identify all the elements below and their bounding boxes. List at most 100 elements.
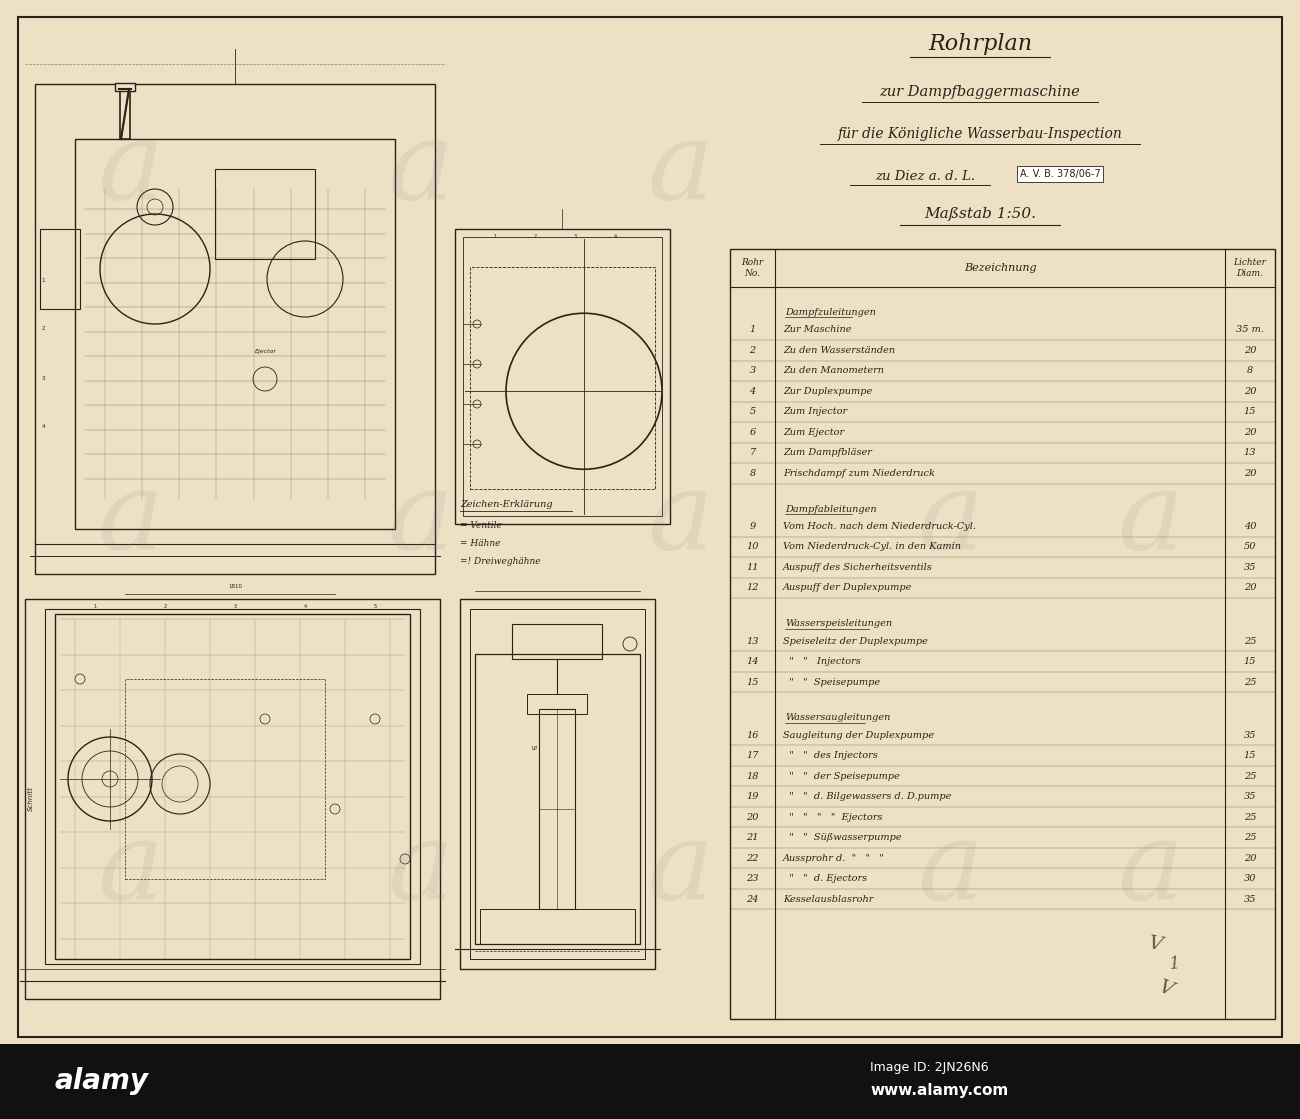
Text: 12: 12 <box>746 583 759 592</box>
Bar <box>214 169 315 258</box>
Text: 4: 4 <box>303 604 307 609</box>
Text: Maßstab 1:50.: Maßstab 1:50. <box>924 207 1036 220</box>
Text: 4: 4 <box>614 234 616 239</box>
Text: a: a <box>387 115 454 223</box>
Text: 15: 15 <box>1244 407 1256 416</box>
Text: Zum Ejector: Zum Ejector <box>783 427 844 436</box>
Text: 1: 1 <box>749 326 755 335</box>
Bar <box>125 679 325 880</box>
Text: 1810: 1810 <box>227 584 242 589</box>
Text: Ejector: Ejector <box>255 349 277 354</box>
Text: 25: 25 <box>1244 772 1256 781</box>
Text: A. V. B. 378/06-7: A. V. B. 378/06-7 <box>1019 169 1100 179</box>
Text: Bezeichnung: Bezeichnung <box>963 263 1036 273</box>
Text: 35: 35 <box>1244 563 1256 572</box>
Text: Aussprohr d.  "   "   ": Aussprohr d. " " " <box>783 854 885 863</box>
Text: "   "   Injectors: " " Injectors <box>783 657 861 666</box>
Text: a: a <box>98 816 162 923</box>
Text: 2: 2 <box>42 327 44 331</box>
Bar <box>25 599 439 999</box>
Bar <box>540 709 575 909</box>
Bar <box>455 229 670 524</box>
Text: 3: 3 <box>573 234 577 239</box>
Bar <box>40 229 81 309</box>
Text: V: V <box>1156 978 1175 1000</box>
Text: 13: 13 <box>746 637 759 646</box>
Text: 20: 20 <box>1244 583 1256 592</box>
Bar <box>512 624 602 659</box>
Text: a: a <box>387 466 454 573</box>
Text: 25: 25 <box>1244 637 1256 646</box>
Text: 7: 7 <box>749 449 755 458</box>
Text: a: a <box>387 816 454 923</box>
Text: 4: 4 <box>749 387 755 396</box>
Text: Dampfzuleitungen: Dampfzuleitungen <box>785 308 876 317</box>
Text: 22: 22 <box>746 854 759 863</box>
Text: 50: 50 <box>1244 543 1256 552</box>
Text: =! Dreiweghähne: =! Dreiweghähne <box>460 557 541 566</box>
Text: V: V <box>1147 934 1164 955</box>
Text: "   "   "   "  Ejectors: " " " " Ejectors <box>783 812 883 821</box>
Text: 11: 11 <box>746 563 759 572</box>
Text: 21: 21 <box>746 834 759 843</box>
Text: 2: 2 <box>164 604 166 609</box>
Bar <box>480 909 634 944</box>
Text: 25: 25 <box>1244 812 1256 821</box>
Text: 2: 2 <box>533 234 537 239</box>
Text: Dampfableitungen: Dampfableitungen <box>785 505 876 514</box>
Text: Rohrplan: Rohrplan <box>928 32 1032 55</box>
Text: 24: 24 <box>746 895 759 904</box>
Text: "   "  des Injectors: " " des Injectors <box>783 751 878 760</box>
Text: 35 m.: 35 m. <box>1236 326 1264 335</box>
Text: 6: 6 <box>749 427 755 436</box>
Text: Auspuff des Sicherheitsventils: Auspuff des Sicherheitsventils <box>783 563 933 572</box>
Text: Saugleitung der Duplexpumpe: Saugleitung der Duplexpumpe <box>783 731 933 740</box>
Text: Zu den Wasserständen: Zu den Wasserständen <box>783 346 896 355</box>
Bar <box>460 599 655 969</box>
Text: Schnitt: Schnitt <box>29 787 34 811</box>
Bar <box>0 1044 1300 1119</box>
Text: 15: 15 <box>746 677 759 687</box>
Bar <box>526 694 588 714</box>
Text: a: a <box>647 115 714 223</box>
Bar <box>46 609 420 963</box>
Text: 3: 3 <box>42 376 44 380</box>
Bar <box>474 653 640 944</box>
Text: Rohr
No.: Rohr No. <box>741 258 763 278</box>
Text: Vom Niederdruck-Cyl. in den Kamin: Vom Niederdruck-Cyl. in den Kamin <box>783 543 961 552</box>
Bar <box>114 83 135 91</box>
Text: 35: 35 <box>1244 731 1256 740</box>
Bar <box>120 84 130 139</box>
Bar <box>55 614 410 959</box>
Bar <box>35 84 436 574</box>
Text: a: a <box>1117 816 1183 923</box>
Text: 35: 35 <box>1244 792 1256 801</box>
Text: 18: 18 <box>746 772 759 781</box>
Text: Frischdampf zum Niederdruck: Frischdampf zum Niederdruck <box>783 469 935 478</box>
Text: 14: 14 <box>746 657 759 666</box>
Text: 40: 40 <box>1244 521 1256 530</box>
Bar <box>75 139 395 529</box>
Text: Zeichen-Erklärung: Zeichen-Erklärung <box>460 500 552 509</box>
Text: a: a <box>647 816 714 923</box>
Text: Lichter
Diam.: Lichter Diam. <box>1234 258 1266 278</box>
Text: 4: 4 <box>42 424 44 430</box>
Text: 13: 13 <box>1244 449 1256 458</box>
Text: alamy: alamy <box>55 1068 150 1096</box>
Text: a: a <box>98 115 162 223</box>
Text: 20: 20 <box>1244 427 1256 436</box>
Text: a: a <box>1117 466 1183 573</box>
Text: 3: 3 <box>749 366 755 375</box>
Text: Zum Injector: Zum Injector <box>783 407 848 416</box>
Text: 8: 8 <box>1247 366 1253 375</box>
Text: 20: 20 <box>1244 469 1256 478</box>
Text: 8: 8 <box>749 469 755 478</box>
Text: 20: 20 <box>746 812 759 821</box>
Text: a: a <box>916 816 983 923</box>
Text: 1: 1 <box>1169 956 1180 972</box>
Text: 16: 16 <box>746 731 759 740</box>
Text: 23: 23 <box>746 874 759 883</box>
Text: 1: 1 <box>494 234 497 239</box>
Text: 15: 15 <box>1244 751 1256 760</box>
Text: Wasserspeisleitungen: Wasserspeisleitungen <box>785 619 892 628</box>
